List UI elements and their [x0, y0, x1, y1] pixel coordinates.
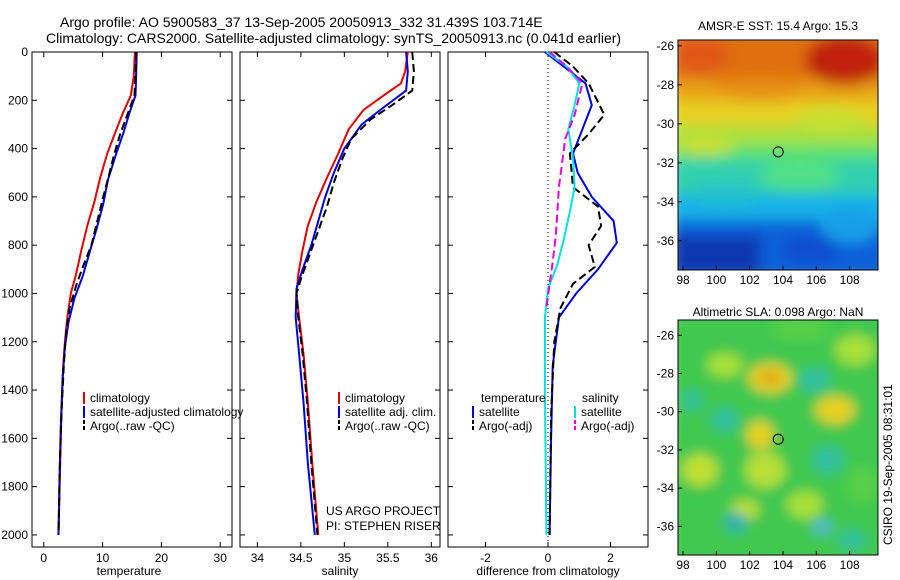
sst-map-frame	[677, 39, 879, 271]
map-x-tick-label: 106	[806, 273, 826, 287]
legend-heading-salinity: salinity	[582, 391, 619, 405]
map-x-tick-label: 108	[840, 558, 860, 572]
y-tick-label: 1600	[1, 431, 28, 445]
legend-label-argo: Argo(..raw -QC)	[90, 419, 175, 433]
map-x-tick-label: 98	[676, 273, 690, 287]
map-x-tick-label: 100	[706, 273, 726, 287]
series-line-salinity-argo-adj	[545, 51, 584, 309]
map-y-tick-label: -36	[657, 519, 675, 533]
argo-location-marker	[772, 433, 784, 445]
series-line-climatology	[295, 51, 409, 535]
legend-label-climatology: climatology	[90, 391, 150, 405]
map-y-tick-label: -26	[657, 39, 675, 53]
legend-label-satellite: satellite adj. clim.	[345, 405, 436, 419]
map-x-tick-label: 98	[676, 558, 690, 572]
side-timestamp-label: CSIRO 19-Sep-2005 08:31:01	[881, 384, 895, 545]
legend-label-sal-satellite: satellite	[581, 405, 622, 419]
map-y-tick-label: -32	[657, 156, 675, 170]
legend-label-temp-satellite: satellite	[479, 405, 520, 419]
map-y-tick-label: -32	[657, 443, 675, 457]
x-tick-label: 35.5	[376, 551, 400, 565]
sst-map-axes: 98 100 102 104 106 108 -26 -28 -30 -32 -34 -36	[657, 39, 860, 287]
y-tick-label: 1000	[1, 286, 28, 300]
map-x-tick-label: 106	[806, 558, 826, 572]
map-y-tick-label: -26	[657, 328, 675, 342]
figure-title-line1: Argo profile: AO 5900583_37 13-Sep-2005 …	[60, 14, 543, 30]
map-y-tick-label: -34	[657, 481, 675, 495]
y-tick-label: 1400	[1, 383, 28, 397]
difference-legend: temperature satellite Argo(-adj) salinit…	[472, 391, 634, 433]
salinity-plot: 34 34.5 35 35.5 36	[240, 51, 440, 565]
map-x-tick-label: 102	[740, 558, 760, 572]
series-line-argo-raw-qc	[57, 51, 138, 535]
legend-label-sal-argo: Argo(-adj)	[581, 419, 634, 433]
sla-map-axes: 98 100 102 104 106 108 -26 -28 -30 -32 -34 -36	[657, 328, 860, 572]
difference-plot: -2 0 2	[448, 51, 648, 565]
legend-label-temp-argo: Argo(-adj)	[479, 419, 532, 433]
y-tick-label: 1200	[1, 335, 28, 349]
legend-label-satellite: satellite-adjusted climatology	[90, 405, 243, 419]
pi-label: PI: STEPHEN RISER	[326, 519, 441, 533]
map-y-tick-label: -28	[657, 78, 675, 92]
y-tick-label: 0	[21, 45, 28, 59]
sst-map-title: AMSR-E SST: 15.4 Argo: 15.3	[698, 19, 858, 33]
map-y-tick-label: -34	[657, 195, 675, 209]
y-tick-label: 2000	[1, 528, 28, 542]
x-tick-label: 0	[545, 551, 552, 565]
salinity-panel-frame	[239, 51, 441, 548]
x-tick-label: 2	[607, 551, 614, 565]
y-tick-label: 600	[8, 190, 28, 204]
map-x-tick-label: 104	[773, 273, 793, 287]
map-y-tick-label: -30	[657, 117, 675, 131]
map-x-tick-label: 108	[840, 273, 860, 287]
map-y-tick-label: -36	[657, 234, 675, 248]
x-tick-label: 0	[40, 551, 47, 565]
legend-heading-temperature: temperature	[481, 391, 546, 405]
argo-location-marker	[772, 146, 784, 158]
temperature-panel-frame	[31, 51, 233, 548]
sst-map-image	[678, 40, 878, 270]
difference-xlabel: difference from climatology	[476, 564, 619, 578]
legend-label-climatology: climatology	[345, 391, 405, 405]
x-tick-label: 35	[338, 551, 352, 565]
temperature-legend: climatology satellite-adjusted climatolo…	[83, 391, 243, 433]
x-tick-label: 34	[251, 551, 265, 565]
temperature-xlabel: temperature	[97, 564, 162, 578]
series-line-temperature-argo-adj	[548, 51, 606, 535]
x-tick-label: 36	[425, 551, 439, 565]
figure-title-line2: Climatology: CARS2000. Satellite-adjuste…	[46, 30, 621, 46]
series-line-satellite-adj-clim	[294, 51, 409, 535]
series-line-temperature-satellite	[544, 51, 618, 535]
sla-map-title: Altimetric SLA: 0.098 Argo: NaN	[693, 305, 864, 319]
salinity-xlabel: salinity	[322, 564, 359, 578]
project-label: US ARGO PROJECT	[326, 504, 441, 518]
map-x-tick-label: 102	[740, 273, 760, 287]
map-y-tick-label: -28	[657, 366, 675, 380]
legend-label-argo: Argo(..raw -QC)	[345, 419, 430, 433]
series-line-salinity-satellite	[543, 51, 581, 535]
y-tick-label: 1800	[1, 480, 28, 494]
series-line-argo-raw-qc	[295, 51, 415, 535]
y-tick-label: 400	[8, 142, 28, 156]
salinity-legend: climatology satellite adj. clim. Argo(..…	[338, 391, 436, 433]
map-x-tick-label: 100	[706, 558, 726, 572]
x-tick-label: 10	[96, 551, 110, 565]
sla-map-frame	[677, 319, 879, 556]
sla-map-image	[678, 320, 878, 555]
x-tick-label: 20	[155, 551, 169, 565]
temperature-plot: 0 10 20 30 0 200 400 600 800 1000 1200 1400 1600 1800…	[1, 45, 232, 565]
x-tick-label: -2	[480, 551, 491, 565]
x-tick-label: 30	[214, 551, 228, 565]
map-y-tick-label: -30	[657, 405, 675, 419]
map-x-tick-label: 104	[773, 558, 793, 572]
x-tick-label: 34.5	[289, 551, 313, 565]
y-tick-label: 200	[8, 93, 28, 107]
y-tick-label: 800	[8, 238, 28, 252]
